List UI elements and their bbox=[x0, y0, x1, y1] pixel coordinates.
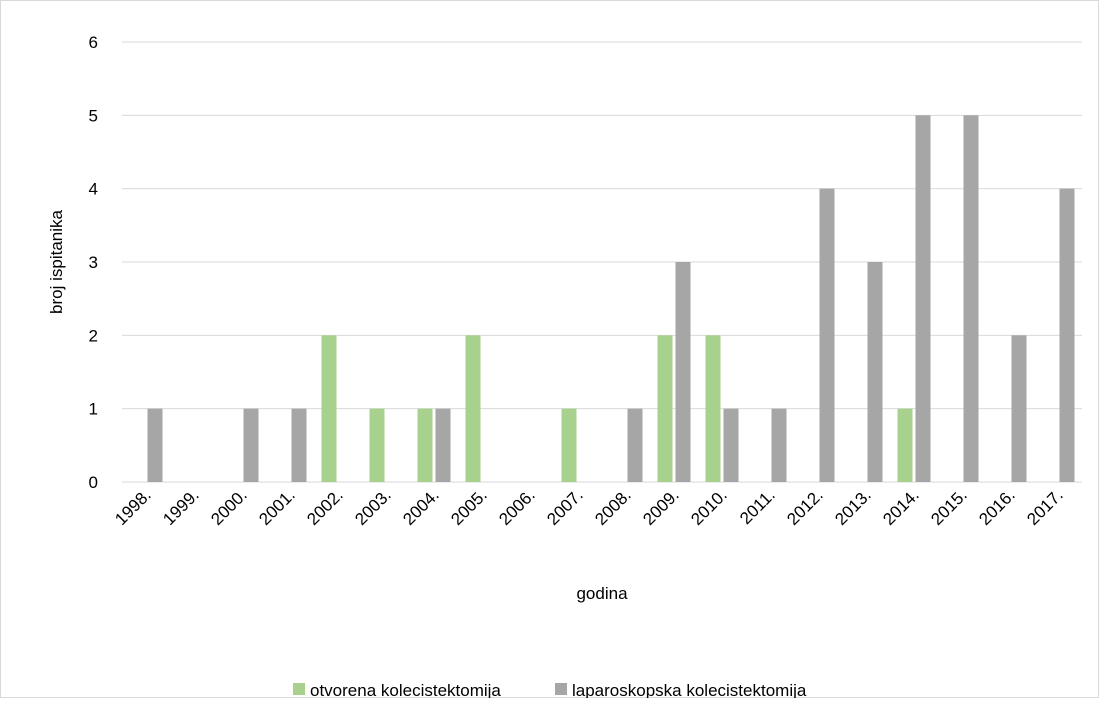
bar bbox=[147, 408, 163, 482]
bar bbox=[867, 262, 883, 482]
bar bbox=[627, 408, 643, 482]
bar bbox=[1059, 188, 1075, 482]
y-tick-label: 1 bbox=[89, 400, 98, 419]
x-axis-label: godina bbox=[576, 584, 628, 603]
bar bbox=[321, 335, 337, 482]
bar bbox=[915, 115, 931, 482]
bar bbox=[963, 115, 979, 482]
bar bbox=[435, 408, 451, 482]
bar bbox=[465, 335, 481, 482]
bar bbox=[771, 408, 787, 482]
y-tick-label: 6 bbox=[89, 33, 98, 52]
y-tick-label: 5 bbox=[89, 106, 98, 125]
bar bbox=[1011, 335, 1027, 482]
y-tick-label: 0 bbox=[89, 473, 98, 492]
bar bbox=[723, 408, 739, 482]
legend-label: laparoskopska kolecistektomija bbox=[572, 681, 807, 698]
y-tick-label: 2 bbox=[89, 326, 98, 345]
bar bbox=[561, 408, 577, 482]
bar bbox=[369, 408, 385, 482]
bar bbox=[675, 262, 691, 482]
bar bbox=[243, 408, 259, 482]
bar bbox=[705, 335, 721, 482]
y-tick-label: 3 bbox=[89, 253, 98, 272]
y-axis-label: broj ispitanika bbox=[47, 209, 66, 313]
bar bbox=[417, 408, 433, 482]
y-tick-label: 4 bbox=[89, 180, 98, 199]
bar bbox=[291, 408, 307, 482]
bar bbox=[897, 408, 913, 482]
bar bbox=[657, 335, 673, 482]
legend-label: otvorena kolecistektomija bbox=[310, 681, 501, 698]
legend-swatch bbox=[293, 683, 305, 695]
legend-swatch bbox=[555, 683, 567, 695]
bar bbox=[819, 188, 835, 482]
